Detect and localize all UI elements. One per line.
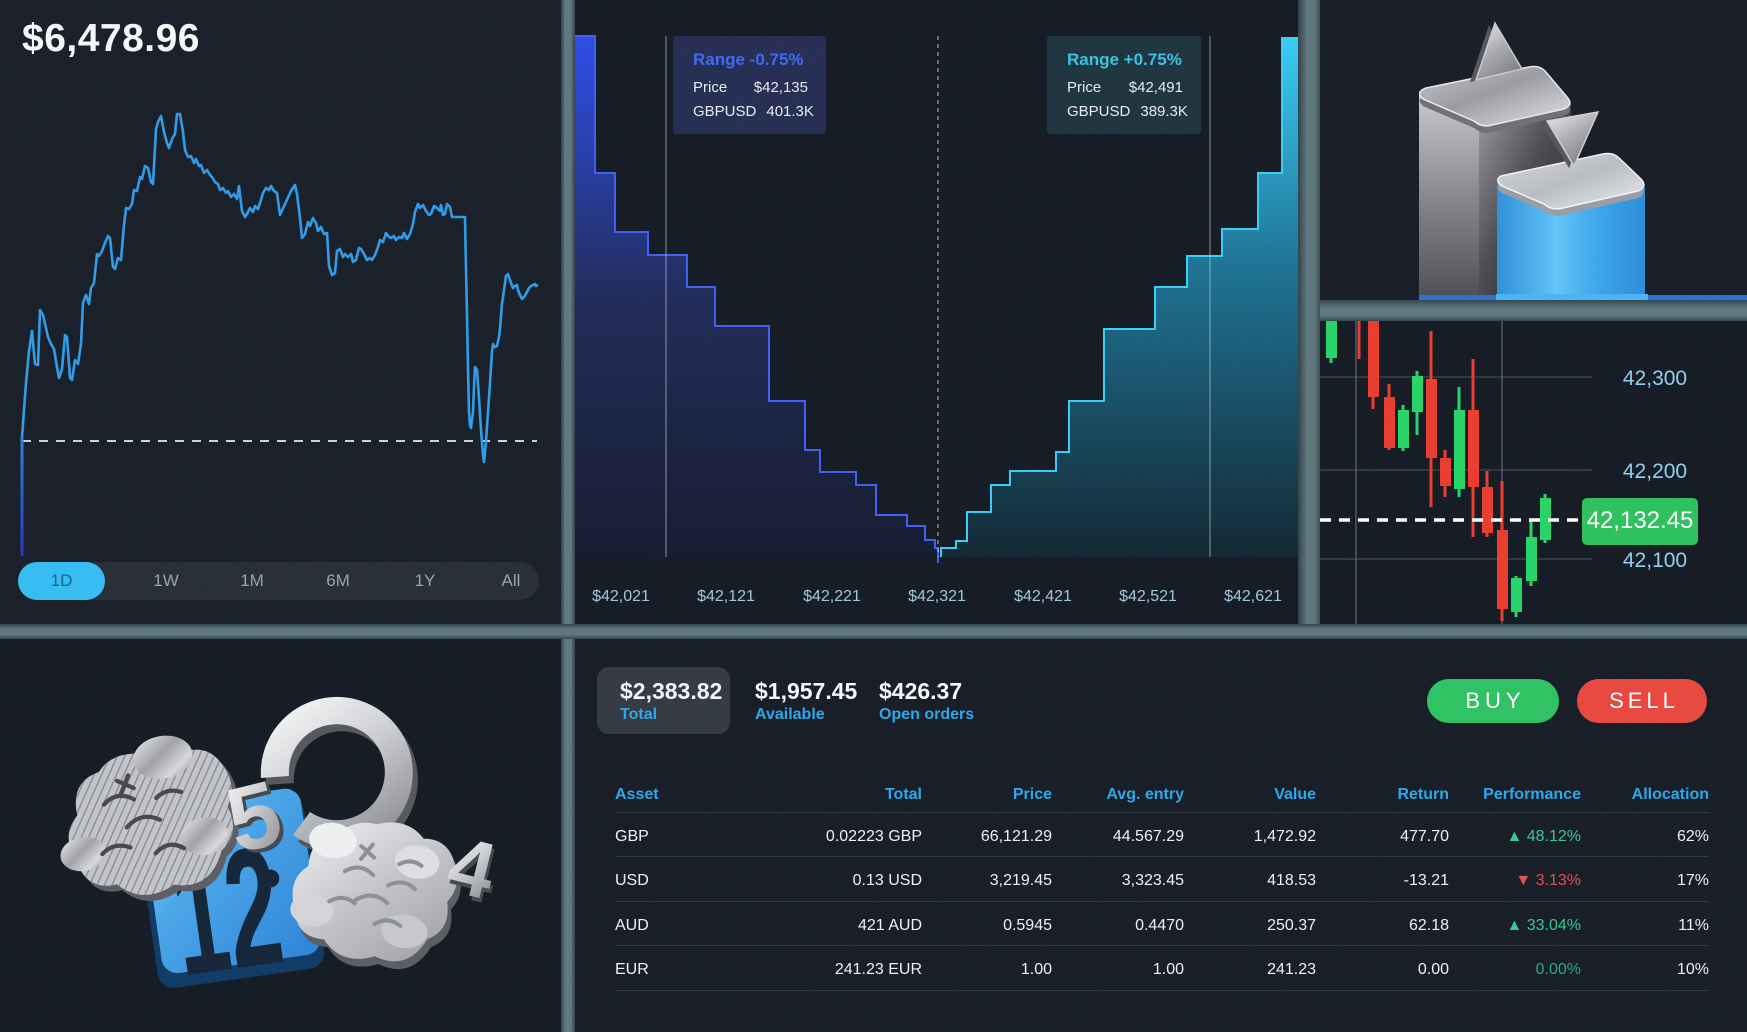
svg-text:42,132.45: 42,132.45 — [1587, 507, 1694, 534]
svg-text:42,100: 42,100 — [1623, 549, 1687, 572]
svg-text:42,300: 42,300 — [1623, 367, 1687, 390]
svg-text:42,200: 42,200 — [1623, 460, 1687, 483]
